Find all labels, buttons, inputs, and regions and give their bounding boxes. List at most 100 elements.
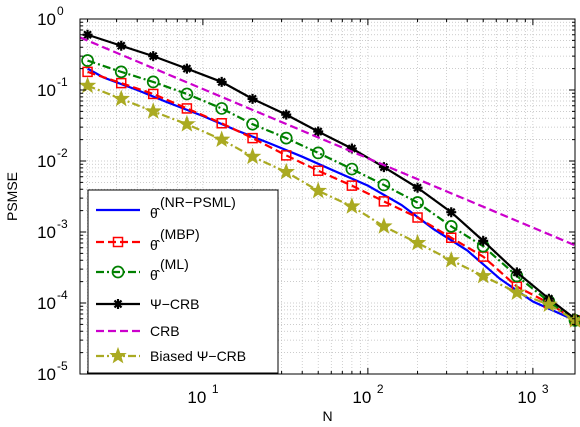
legend-entry-4: CRB	[96, 323, 180, 339]
legend-label-symbol: θ̂	[150, 205, 161, 221]
legend-label: Ψ−CRB	[150, 296, 199, 312]
y-tick-label: 10	[37, 294, 56, 313]
y-tick-label-exponent: -2	[57, 146, 68, 160]
data-point	[112, 89, 130, 107]
data-point	[114, 65, 128, 79]
series-line	[79, 36, 576, 247]
series-line	[87, 84, 576, 322]
legend-entry-5: Biased Ψ−CRB	[96, 346, 246, 364]
x-tick-label-exponent: 2	[377, 382, 384, 396]
y-axis-label: PSMSE	[4, 172, 20, 221]
legend-entry-1: θ̂(MBP)	[96, 226, 200, 253]
legend-box	[87, 189, 279, 374]
series-0	[87, 67, 576, 322]
legend-label: Biased Ψ−CRB	[150, 348, 246, 364]
data-point	[277, 162, 295, 180]
data-point	[115, 77, 127, 89]
data-point	[147, 88, 159, 100]
data-point	[212, 130, 231, 148]
data-point	[81, 54, 94, 67]
legend-label-superscript: (MBP)	[160, 226, 200, 242]
x-tick-label-exponent: 3	[542, 382, 549, 396]
data-point	[312, 165, 324, 176]
data-point	[408, 233, 427, 251]
data-point	[311, 146, 325, 160]
data-point	[181, 103, 193, 114]
legend-marker	[112, 236, 124, 248]
series-1	[82, 66, 580, 326]
legend-marker	[113, 299, 123, 309]
data-point	[343, 197, 361, 214]
legend-entry-2: θ̂(ML)	[96, 256, 189, 283]
data-point	[411, 196, 424, 209]
data-point	[511, 267, 522, 278]
y-tick-label-exponent: 0	[57, 4, 64, 18]
x-tick-label: 10	[517, 388, 536, 407]
legend-entry-3: Ψ−CRB	[96, 296, 199, 312]
legend-label-superscript: (NR−PSML)	[160, 194, 236, 210]
data-point	[146, 75, 160, 89]
data-point	[444, 220, 458, 233]
plot-frame	[79, 18, 576, 375]
series-layer	[78, 29, 580, 328]
data-point	[82, 29, 93, 40]
series-line	[87, 67, 576, 322]
series-5	[78, 76, 580, 328]
data-point	[216, 76, 227, 87]
tick-labels: 10 1 10 2 10 310 010 -110 -210 -310 -410 -5	[37, 4, 549, 407]
series-line	[87, 33, 576, 320]
data-point	[446, 207, 457, 218]
series-line	[87, 70, 576, 322]
y-tick-label: 10	[37, 81, 56, 100]
data-point	[281, 109, 292, 120]
data-point	[540, 295, 558, 312]
y-tick-label-exponent: -3	[57, 217, 68, 231]
legend-marker	[111, 265, 125, 279]
data-point	[247, 93, 258, 104]
data-point	[378, 196, 390, 207]
x-axis-label: N	[322, 408, 332, 424]
data-point	[474, 266, 492, 284]
data-point	[148, 51, 159, 62]
data-point	[178, 115, 196, 132]
data-point	[412, 182, 423, 193]
data-point	[445, 232, 457, 243]
data-point	[82, 66, 93, 78]
data-point	[216, 118, 227, 129]
series-4	[79, 36, 576, 247]
x-tick-label: 10	[352, 388, 371, 407]
data-point	[144, 102, 162, 119]
data-point	[442, 251, 460, 268]
y-tick-label-exponent: -4	[57, 288, 68, 302]
y-tick-label: 10	[37, 10, 56, 29]
legend-label-symbol: θ̂	[150, 237, 161, 253]
series-2	[81, 54, 580, 327]
data-point	[346, 180, 358, 191]
data-point	[116, 40, 127, 51]
x-tick-label: 10	[187, 388, 206, 407]
data-point	[377, 178, 391, 192]
x-tick-label-exponent: 1	[212, 382, 219, 396]
legend-label: CRB	[150, 323, 180, 339]
data-point	[243, 147, 262, 165]
series-line	[87, 59, 576, 322]
data-point	[280, 150, 292, 161]
y-tick-label-exponent: -5	[57, 359, 68, 373]
data-point	[478, 235, 489, 246]
data-point	[180, 87, 194, 101]
data-point	[313, 126, 324, 137]
y-tick-label: 10	[37, 223, 56, 242]
data-point	[247, 132, 258, 144]
legend-label-symbol: θ̂	[150, 267, 161, 283]
data-point	[375, 217, 393, 234]
data-point	[279, 131, 293, 145]
y-tick-label-exponent: -1	[57, 75, 68, 89]
legend-label-superscript: (ML)	[160, 256, 189, 272]
data-point	[345, 162, 359, 176]
data-point	[412, 212, 423, 223]
data-point	[508, 283, 526, 301]
legend-entry-0: θ̂(NR−PSML)	[96, 194, 236, 221]
